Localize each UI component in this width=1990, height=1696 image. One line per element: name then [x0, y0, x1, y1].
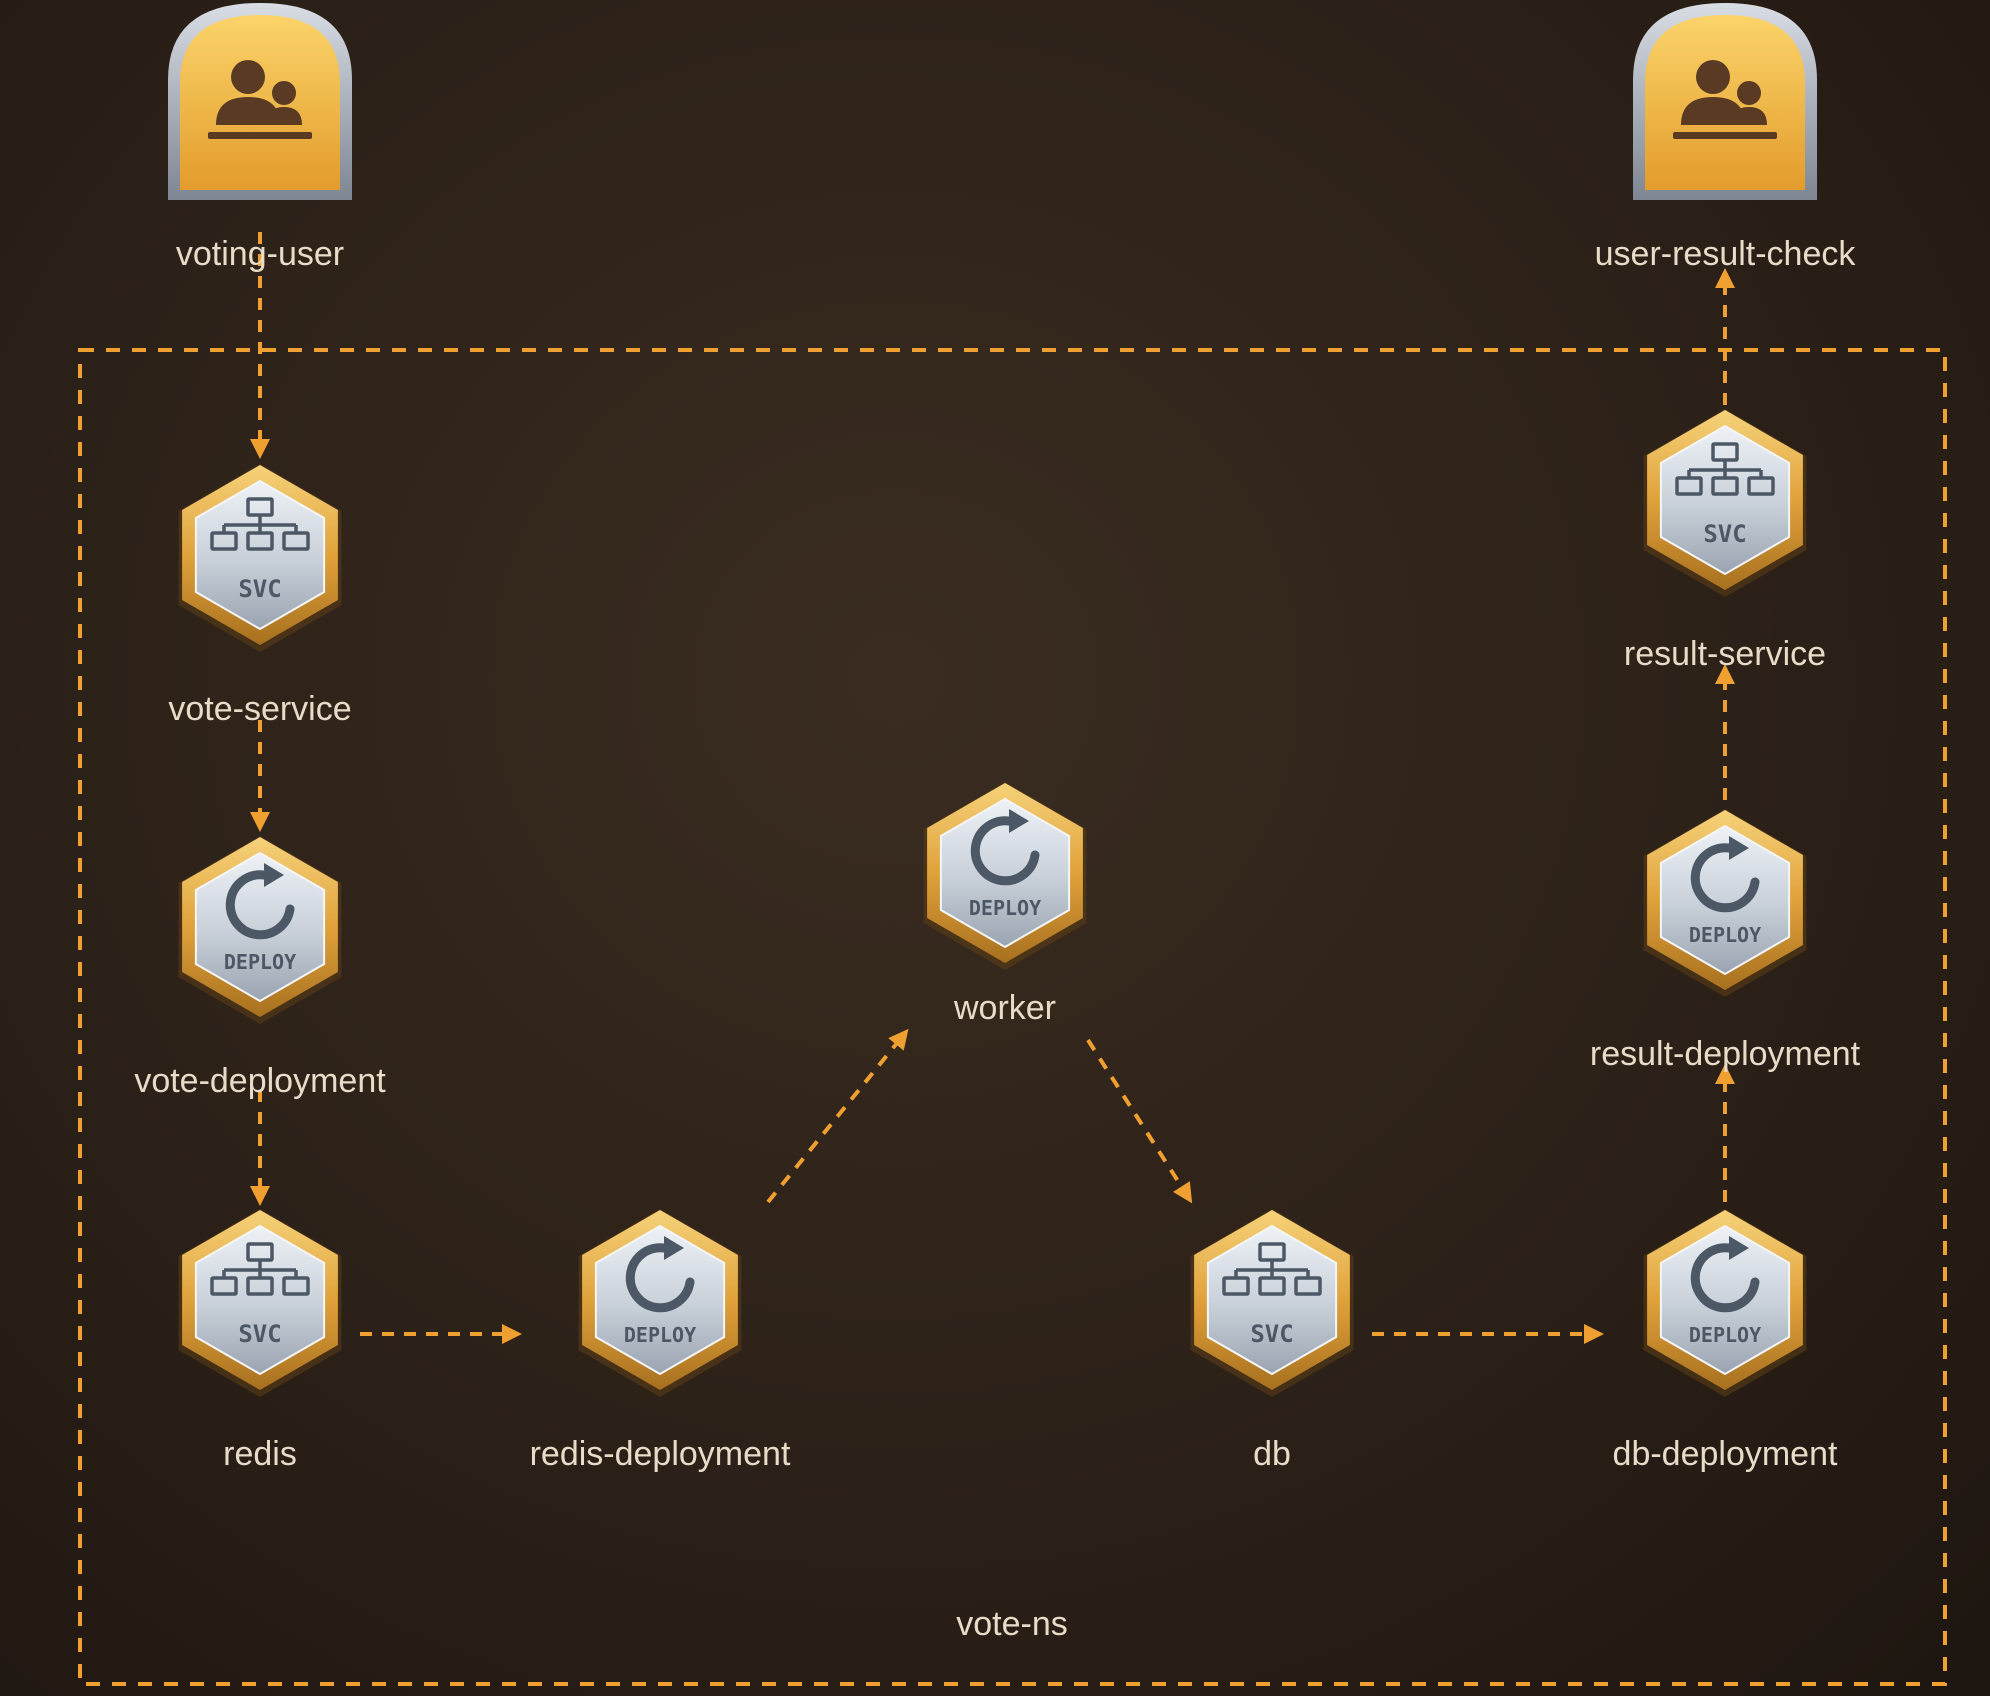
node-label: voting-user — [176, 235, 344, 273]
svc-icon: SVC — [178, 464, 342, 652]
node-worker[interactable]: DEPLOY worker — [923, 782, 1087, 1027]
node-result-deployment[interactable]: DEPLOY result-deployment — [1590, 809, 1861, 1073]
node-label: result-deployment — [1590, 1035, 1861, 1073]
deploy-badge-text: DEPLOY — [969, 896, 1041, 920]
deploy-badge-text: DEPLOY — [224, 950, 296, 974]
svc-badge-text: SVC — [1250, 1320, 1293, 1348]
svc-badge-text: SVC — [238, 1320, 281, 1348]
deploy-icon: DEPLOY — [1643, 809, 1807, 997]
svc-icon: SVC — [1643, 409, 1807, 597]
node-label: vote-service — [168, 690, 351, 728]
node-label: result-service — [1624, 635, 1826, 673]
deploy-badge-text: DEPLOY — [1689, 1323, 1761, 1347]
node-user-result-check[interactable]: user-result-check — [1595, 3, 1857, 273]
namespace-boundary — [78, 348, 1947, 1686]
edge-worker-to-db — [1086, 1038, 1193, 1204]
svc-icon: SVC — [178, 1209, 342, 1397]
node-vote-service[interactable]: SVC vote-service — [168, 464, 352, 728]
svc-icon: SVC — [1190, 1209, 1354, 1397]
node-db[interactable]: SVC db — [1190, 1209, 1354, 1473]
user-group-icon — [1633, 3, 1817, 200]
deploy-icon: DEPLOY — [1643, 1209, 1807, 1397]
node-vote-deployment[interactable]: DEPLOY vote-deployment — [134, 836, 386, 1100]
node-db-deployment[interactable]: DEPLOY db-deployment — [1613, 1209, 1838, 1473]
user-group-icon — [168, 3, 352, 200]
node-label: user-result-check — [1595, 235, 1857, 273]
deploy-badge-text: DEPLOY — [1689, 923, 1761, 947]
node-redis[interactable]: SVC redis — [178, 1209, 342, 1473]
node-label: db-deployment — [1613, 1435, 1838, 1473]
node-label: redis-deployment — [530, 1435, 791, 1473]
node-label: vote-deployment — [134, 1062, 386, 1100]
node-label: worker — [953, 989, 1056, 1027]
node-redis-deployment[interactable]: DEPLOY redis-deployment — [530, 1209, 791, 1473]
edge-redis-deployment-to-worker — [766, 1028, 909, 1204]
deploy-badge-text: DEPLOY — [624, 1323, 696, 1347]
namespace-label: vote-ns — [956, 1605, 1068, 1643]
node-label: redis — [223, 1435, 297, 1473]
svc-badge-text: SVC — [238, 575, 281, 603]
node-result-service[interactable]: SVC result-service — [1624, 409, 1826, 673]
node-voting-user[interactable]: voting-user — [168, 3, 352, 273]
svc-badge-text: SVC — [1703, 520, 1746, 548]
node-label: db — [1253, 1435, 1291, 1473]
deploy-icon: DEPLOY — [178, 836, 342, 1024]
deploy-icon: DEPLOY — [923, 782, 1087, 970]
deploy-icon: DEPLOY — [578, 1209, 742, 1397]
